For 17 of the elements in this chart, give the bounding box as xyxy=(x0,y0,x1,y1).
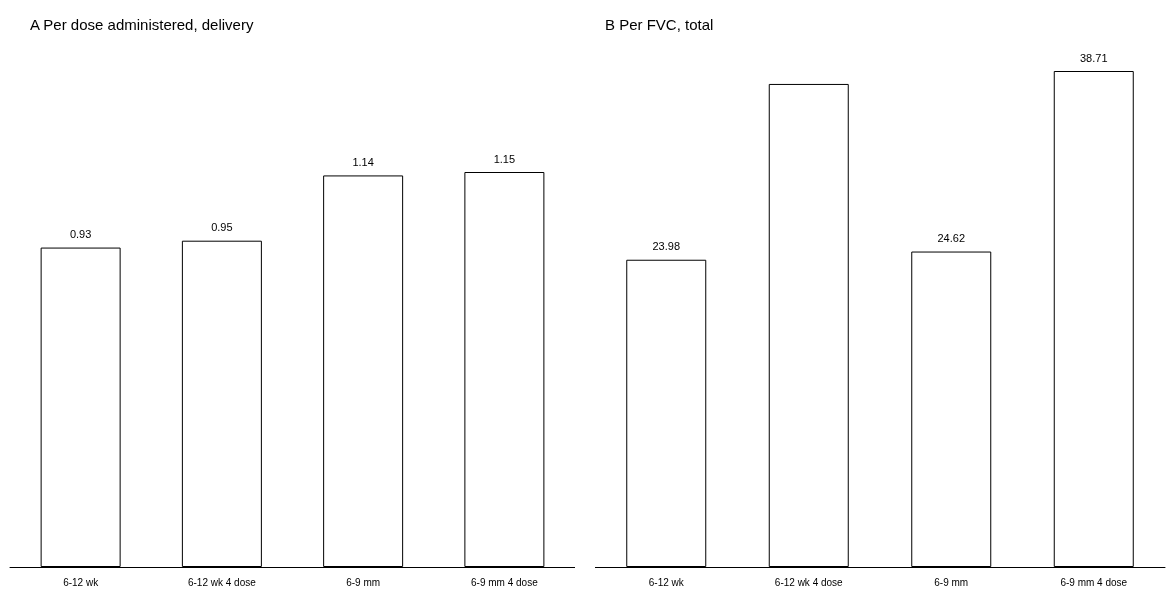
data-label: 0.95 xyxy=(211,221,233,234)
data-label: 0.93 xyxy=(69,228,92,241)
x-tick-label: 6-9 mm xyxy=(346,576,381,588)
data-label: 23.98 xyxy=(652,240,681,253)
data-label: 1.14 xyxy=(352,155,374,168)
x-tick-label: 6-12 wk 4 dose xyxy=(774,576,844,588)
x-tick-label: 6-9 mm xyxy=(934,576,969,588)
x-tick-label: 6-9 mm 4 dose xyxy=(471,576,539,588)
x-tick-label: 6-12 wk xyxy=(63,576,100,588)
x-tick-label: 6-9 mm 4 dose xyxy=(1060,576,1128,588)
chart-title: B Per FVC, total xyxy=(605,16,714,33)
data-label: 38.71 xyxy=(1079,51,1108,64)
chart-title: A Per dose administered, delivery xyxy=(30,16,254,33)
data-label: 1.15 xyxy=(493,152,516,165)
x-tick-label: 6-12 wk xyxy=(648,576,685,588)
x-tick-label: 6-12 wk 4 dose xyxy=(187,576,257,588)
data-label: 24.62 xyxy=(937,232,966,245)
